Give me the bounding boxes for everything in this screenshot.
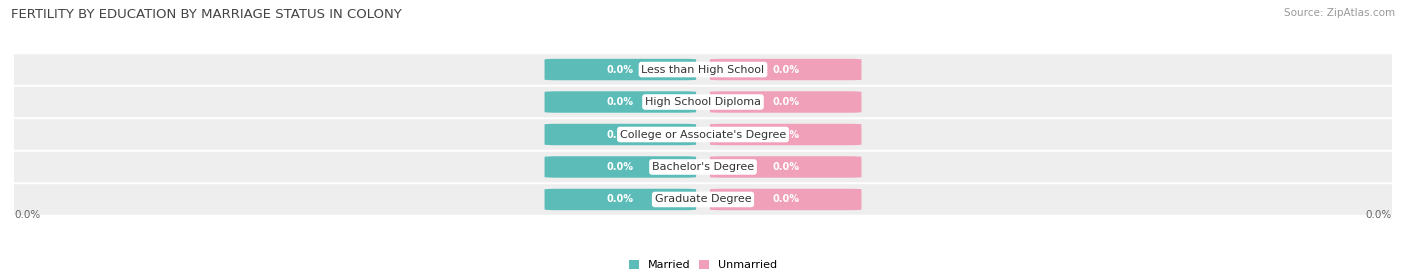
Text: 0.0%: 0.0%: [772, 129, 799, 140]
Text: 0.0%: 0.0%: [1365, 210, 1392, 220]
Text: 0.0%: 0.0%: [607, 194, 634, 204]
Text: College or Associate's Degree: College or Associate's Degree: [620, 129, 786, 140]
Text: 0.0%: 0.0%: [607, 162, 634, 172]
Text: Graduate Degree: Graduate Degree: [655, 194, 751, 204]
Text: 0.0%: 0.0%: [607, 129, 634, 140]
FancyBboxPatch shape: [710, 91, 862, 113]
FancyBboxPatch shape: [710, 124, 862, 145]
Text: Less than High School: Less than High School: [641, 65, 765, 75]
FancyBboxPatch shape: [544, 59, 696, 80]
Text: 0.0%: 0.0%: [14, 210, 41, 220]
FancyBboxPatch shape: [544, 91, 696, 113]
Legend: Married, Unmarried: Married, Unmarried: [628, 260, 778, 269]
FancyBboxPatch shape: [710, 189, 862, 210]
FancyBboxPatch shape: [0, 184, 1406, 215]
Text: 0.0%: 0.0%: [772, 65, 799, 75]
FancyBboxPatch shape: [0, 152, 1406, 182]
FancyBboxPatch shape: [0, 119, 1406, 150]
Text: Source: ZipAtlas.com: Source: ZipAtlas.com: [1284, 8, 1395, 18]
Text: FERTILITY BY EDUCATION BY MARRIAGE STATUS IN COLONY: FERTILITY BY EDUCATION BY MARRIAGE STATU…: [11, 8, 402, 21]
FancyBboxPatch shape: [0, 87, 1406, 117]
Text: 0.0%: 0.0%: [772, 194, 799, 204]
FancyBboxPatch shape: [0, 54, 1406, 85]
Text: 0.0%: 0.0%: [772, 162, 799, 172]
Text: Bachelor's Degree: Bachelor's Degree: [652, 162, 754, 172]
Text: 0.0%: 0.0%: [607, 65, 634, 75]
Text: 0.0%: 0.0%: [607, 97, 634, 107]
FancyBboxPatch shape: [544, 124, 696, 145]
FancyBboxPatch shape: [710, 156, 862, 178]
Text: 0.0%: 0.0%: [772, 97, 799, 107]
FancyBboxPatch shape: [710, 59, 862, 80]
FancyBboxPatch shape: [544, 156, 696, 178]
FancyBboxPatch shape: [544, 189, 696, 210]
Text: High School Diploma: High School Diploma: [645, 97, 761, 107]
